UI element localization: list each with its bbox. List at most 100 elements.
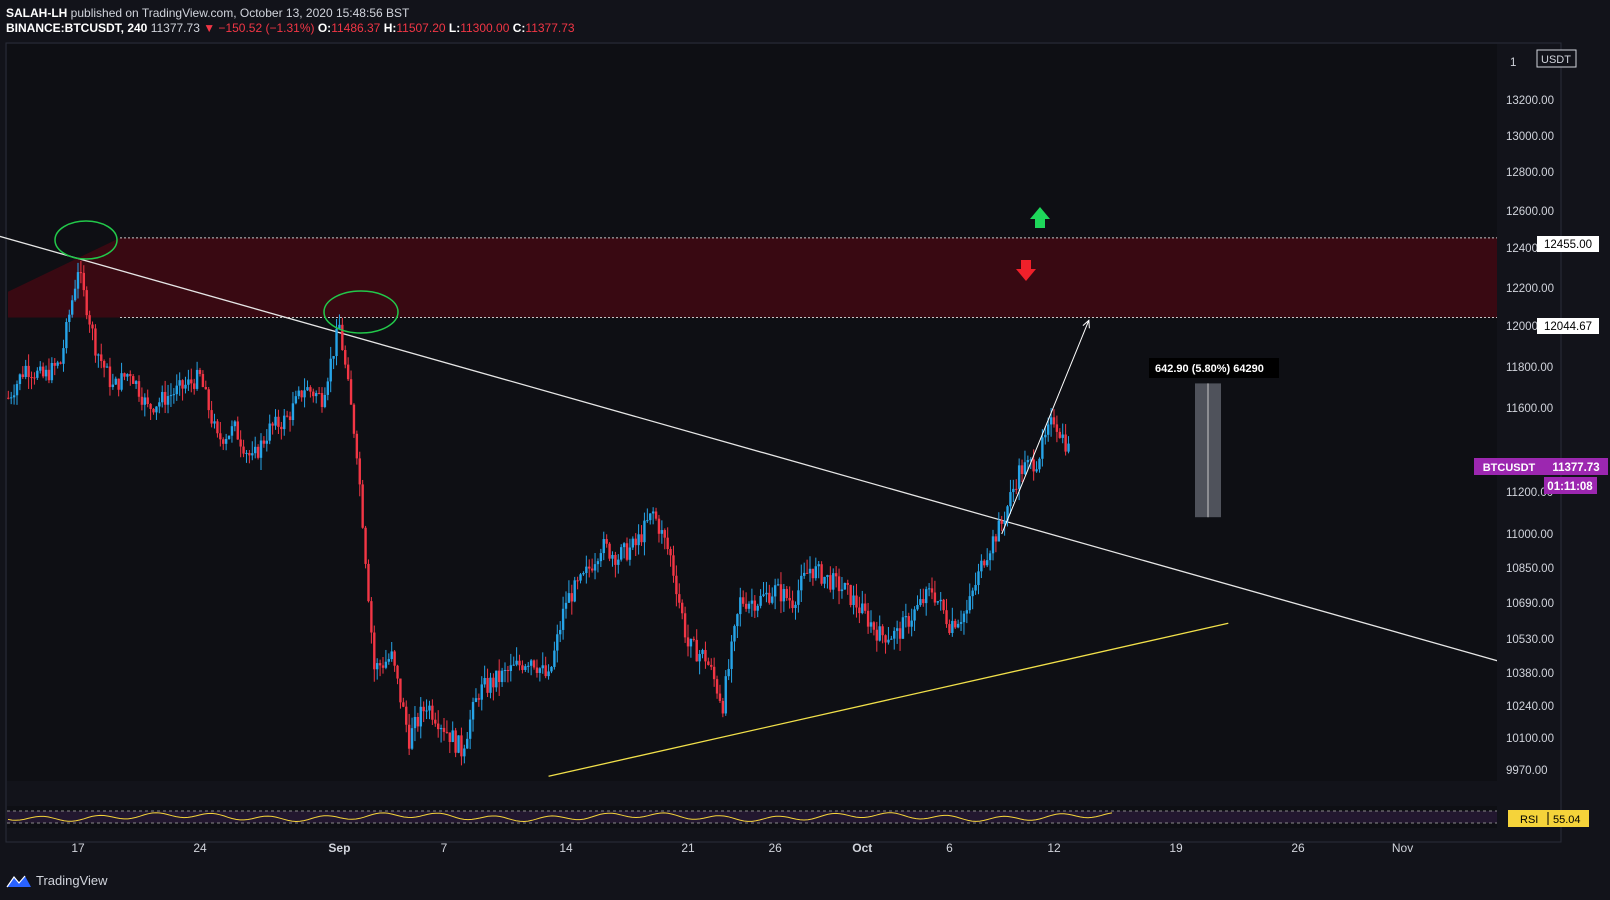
projection-arrow[interactable] <box>1001 320 1090 535</box>
candle-body <box>861 603 864 614</box>
candle-body <box>53 362 56 366</box>
candle-body <box>262 440 266 444</box>
y-tick-label: 10690.00 <box>1506 598 1554 610</box>
candle-body <box>59 362 62 364</box>
x-tick-label: 6 <box>946 841 953 855</box>
candle-body <box>451 730 454 743</box>
candle-body <box>207 389 210 411</box>
candle-body <box>1052 417 1056 425</box>
chart-header: SALAH-LH published on TradingView.com, O… <box>6 6 575 36</box>
candle-body <box>527 665 530 667</box>
candle-body <box>396 665 399 679</box>
candle-body <box>236 421 239 440</box>
candle-body <box>866 610 870 627</box>
candle-body <box>1015 488 1018 490</box>
candle-body <box>849 584 852 606</box>
candle-body <box>329 358 332 382</box>
candle-body <box>79 272 83 274</box>
candle-body <box>1026 460 1030 463</box>
candle-body <box>338 324 341 329</box>
candle-body <box>974 585 977 591</box>
candle-body <box>274 416 277 426</box>
candle-body <box>541 665 544 669</box>
y-tick-label: 10380.00 <box>1506 668 1554 680</box>
y-tick-label: 10240.00 <box>1506 701 1554 713</box>
candle-body <box>924 589 928 604</box>
candle-body <box>245 452 248 454</box>
candle-body <box>402 702 405 707</box>
high-label: H: <box>383 21 397 35</box>
candle-body <box>105 366 109 368</box>
symbol-tag-bg <box>1474 458 1544 475</box>
candle-body <box>811 568 815 579</box>
candle-body <box>94 328 97 356</box>
symbol-label[interactable]: BINANCE:BTCUSDT, 240 <box>6 21 148 35</box>
candle-body <box>361 484 364 528</box>
candle-body <box>759 595 762 606</box>
candle-body <box>76 272 80 289</box>
candle-body <box>532 660 536 668</box>
candle-body <box>686 637 690 647</box>
candle-body <box>779 584 783 602</box>
candle-body <box>486 677 489 693</box>
candle-body <box>646 520 649 522</box>
candle-body <box>657 518 661 534</box>
close-label: C: <box>512 21 526 35</box>
candle-body <box>631 538 635 548</box>
candle-body <box>788 597 791 601</box>
candle-body <box>44 369 48 377</box>
candle-body <box>300 390 303 398</box>
candle-body <box>312 391 315 397</box>
price-axis-bg <box>1497 44 1560 781</box>
x-tick-label: 7 <box>441 841 448 855</box>
candle-body <box>590 568 594 571</box>
candle-body <box>727 668 730 677</box>
candle-body <box>454 730 457 753</box>
candle-body <box>146 397 149 404</box>
candle-body <box>239 439 242 447</box>
candle-body <box>535 667 539 673</box>
candle-body <box>201 373 205 387</box>
currency-tag[interactable]: USDT <box>1541 54 1571 66</box>
candle-body <box>178 380 181 386</box>
descending-trendline[interactable] <box>0 224 1525 670</box>
high-value: 11507.20 <box>396 21 446 35</box>
y-tick-label: 10100.00 <box>1506 733 1554 745</box>
candle-body <box>1055 424 1059 432</box>
x-tick-label: Sep <box>328 841 350 855</box>
zone-top-tag: 12455.00 <box>1544 239 1592 251</box>
candle-body <box>585 566 588 574</box>
ascending-trendline[interactable] <box>548 622 1229 777</box>
candle-body <box>895 628 899 631</box>
candle-body <box>344 350 347 365</box>
candle-body <box>782 588 786 602</box>
candle-body <box>341 324 344 351</box>
candle-body <box>425 710 428 712</box>
y-tick-label: 12200.00 <box>1506 283 1554 295</box>
candle-body <box>730 641 733 669</box>
candle-body <box>169 395 173 397</box>
candle-body <box>599 553 603 562</box>
candle-body <box>477 698 481 700</box>
y-tick-label: 13000.00 <box>1506 131 1554 143</box>
candle-body <box>181 380 184 389</box>
y-tick-label-partial: 1 <box>1510 57 1516 69</box>
candle-body <box>419 706 422 727</box>
candle-body <box>97 354 100 356</box>
candle-body <box>253 446 257 454</box>
candle-body <box>817 564 820 567</box>
brand[interactable]: TradingView <box>6 873 108 888</box>
candle-body <box>593 564 597 571</box>
candle-body <box>683 613 687 638</box>
author-name[interactable]: SALAH-LH <box>6 6 68 20</box>
candle-body <box>843 582 847 590</box>
candle-body <box>30 377 33 379</box>
candle-body <box>913 609 916 621</box>
candle-body <box>126 374 129 377</box>
candle-body <box>965 610 969 614</box>
y-tick-label: 11000.00 <box>1506 529 1553 541</box>
candle-body <box>570 593 574 602</box>
candle-body <box>187 379 190 385</box>
candle-body <box>567 593 571 603</box>
